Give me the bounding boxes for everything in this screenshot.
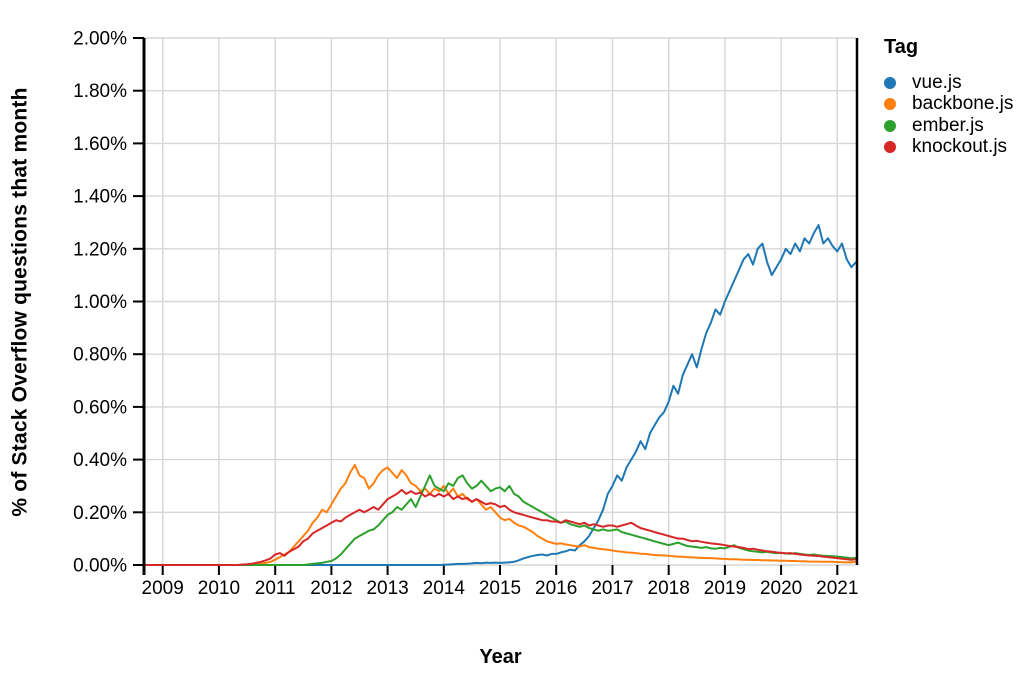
x-tick-label: 2021 bbox=[816, 578, 858, 599]
x-tick-label: 2011 bbox=[255, 578, 296, 599]
legend-item-knockout: knockout.js bbox=[884, 136, 1013, 159]
y-tick-label: 1.00% bbox=[73, 292, 127, 313]
legend-item-label: knockout.js bbox=[912, 136, 1008, 158]
y-tick-label: 0.80% bbox=[73, 345, 127, 366]
legend-item-label: ember.js bbox=[912, 114, 984, 136]
series-line-backbone.js bbox=[144, 463, 857, 566]
legend-item-backbone: backbone.js bbox=[884, 93, 1014, 116]
y-tick-label: 2.00% bbox=[73, 29, 127, 50]
legend-swatch-icon bbox=[884, 119, 896, 132]
legend-swatch-icon bbox=[884, 98, 896, 111]
x-tick-label: 2017 bbox=[591, 578, 633, 599]
legend: Tag vue.js backbone.js ember.js knockout… bbox=[884, 36, 1013, 158]
y-tick-label: 1.80% bbox=[73, 81, 127, 102]
x-tick-label: 2016 bbox=[535, 578, 577, 599]
x-tick-label: 2014 bbox=[423, 578, 466, 599]
y-tick-label: 0.40% bbox=[73, 450, 127, 471]
x-axis-title: Year bbox=[479, 646, 522, 668]
x-tick-label: 2010 bbox=[198, 578, 240, 599]
y-tick-label: 1.20% bbox=[73, 239, 127, 260]
legend-title: Tag bbox=[884, 36, 919, 58]
x-tick-label: 2012 bbox=[310, 578, 352, 599]
y-tick-label: 0.60% bbox=[73, 397, 127, 418]
y-axis-title: % of Stack Overflow questions that month bbox=[9, 86, 32, 517]
y-tick-label: 1.60% bbox=[73, 134, 127, 155]
legend-swatch-icon bbox=[884, 76, 896, 89]
x-tick-label: 2015 bbox=[479, 578, 521, 599]
x-tick-label: 2009 bbox=[142, 578, 184, 599]
legend-item-label: vue.js bbox=[912, 71, 962, 93]
legend-item-label: backbone.js bbox=[912, 93, 1014, 115]
x-tick-label: 2019 bbox=[704, 578, 746, 599]
x-tick-label: 2013 bbox=[366, 578, 408, 599]
legend-swatch-icon bbox=[884, 141, 896, 154]
y-axis-title-container: % of Stack Overflow questions that month bbox=[0, 38, 42, 565]
legend-item-ember: ember.js bbox=[884, 115, 1013, 137]
y-tick-label: 0.00% bbox=[73, 556, 127, 577]
y-tick-label: 1.40% bbox=[73, 187, 127, 208]
x-tick-label: 2018 bbox=[648, 578, 690, 599]
x-tick-label: 2020 bbox=[760, 578, 802, 599]
legend-item-vue: vue.js bbox=[884, 72, 1013, 94]
y-tick-label: 0.20% bbox=[73, 503, 127, 524]
series-line-knockout.js bbox=[144, 488, 857, 566]
